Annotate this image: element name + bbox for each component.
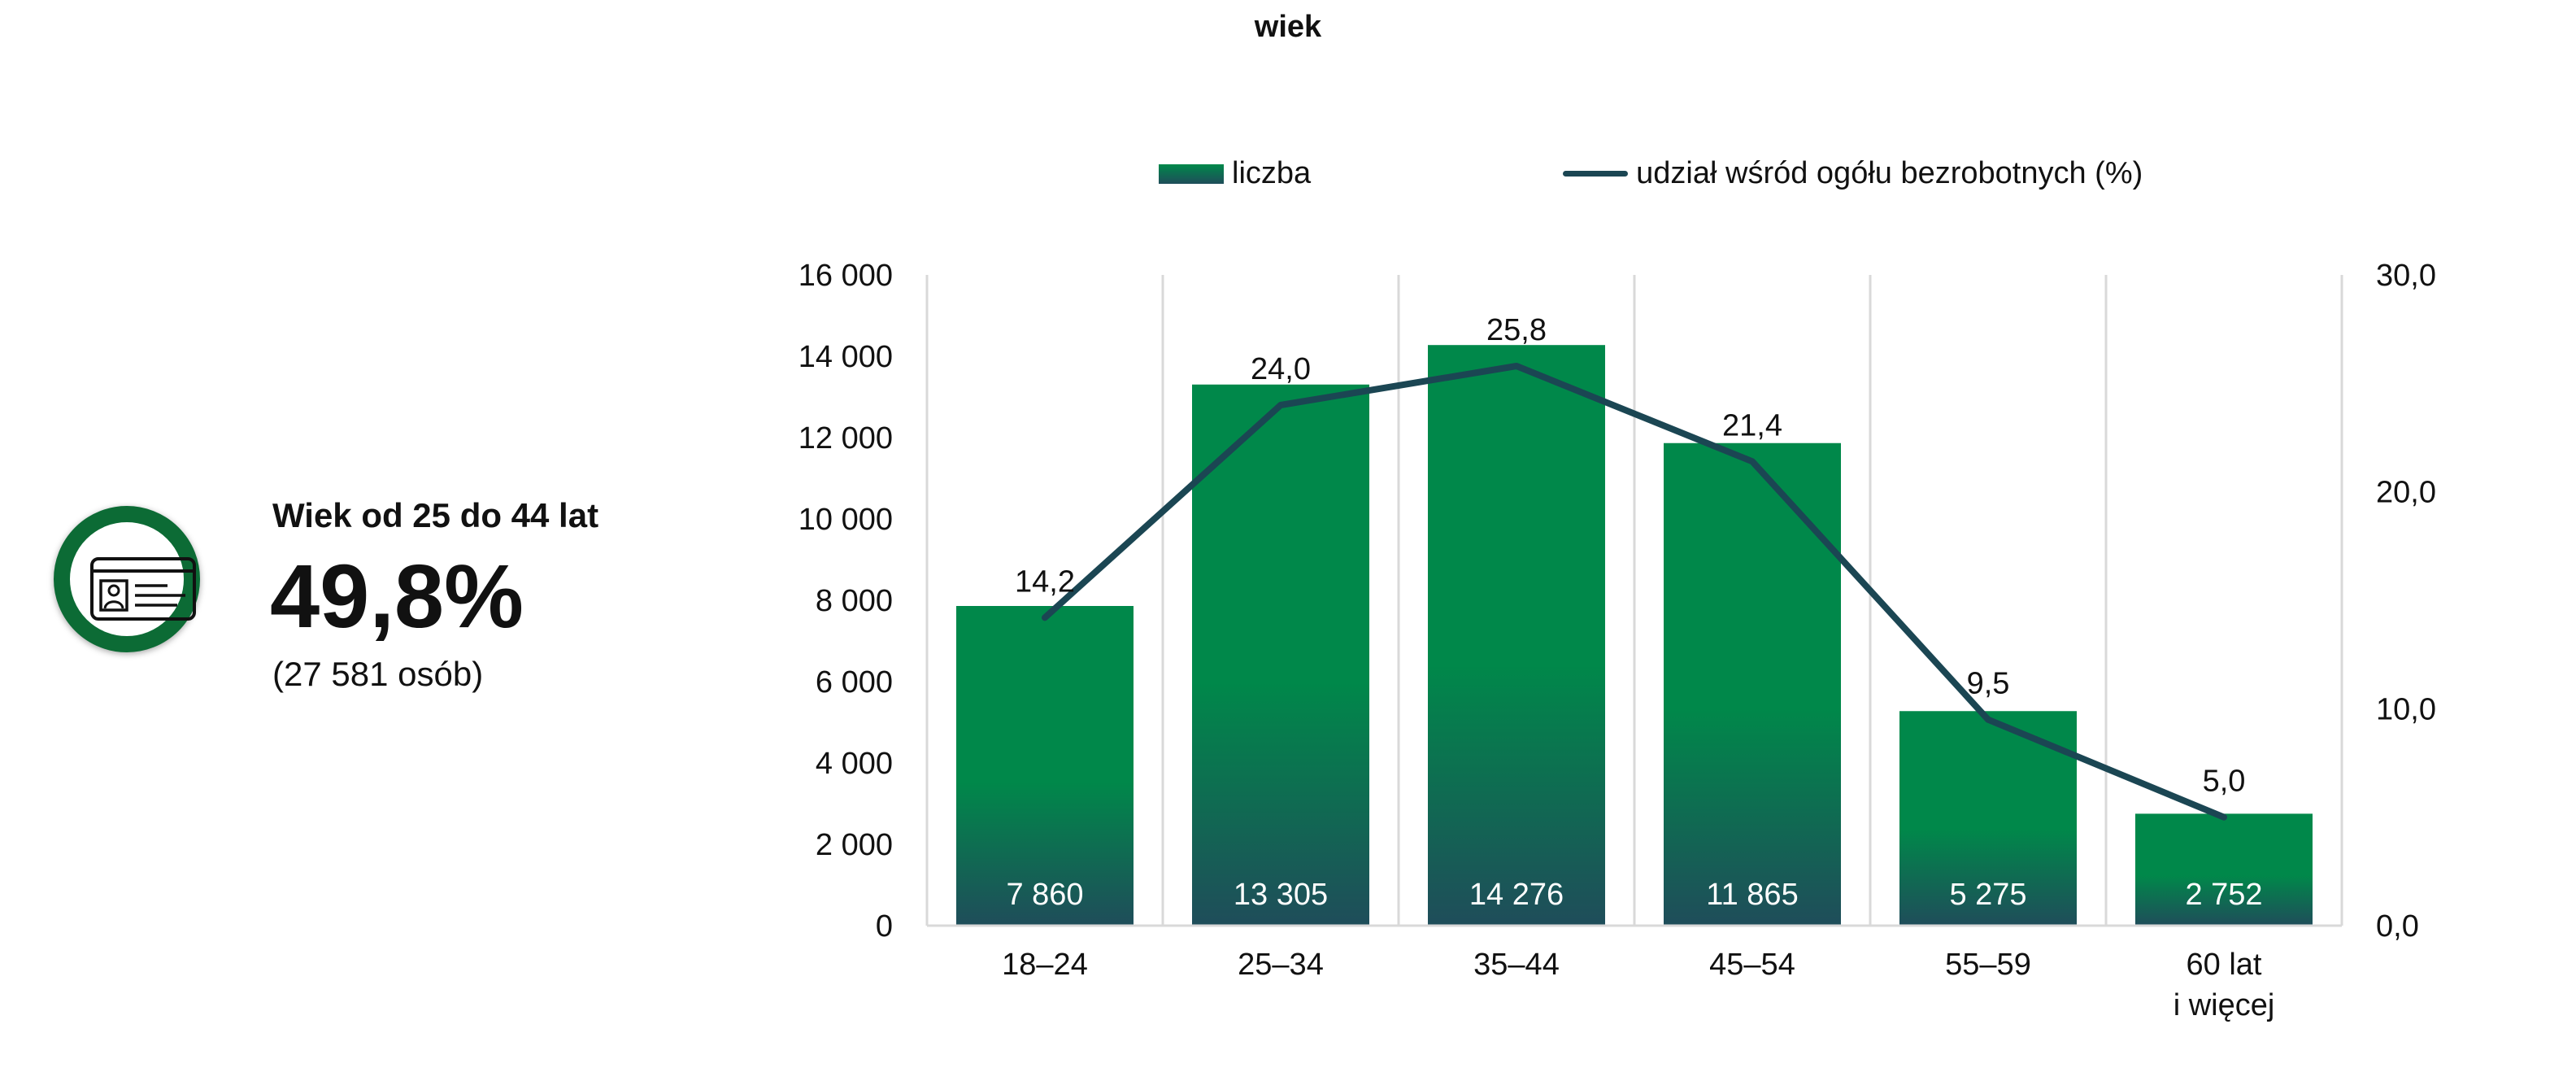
kpi-subtext: (27 581 osób) xyxy=(272,655,484,693)
legend: liczba udział wśród ogółu bezrobotnych (… xyxy=(1159,156,2143,191)
y-right-tick-label: 10,0 xyxy=(2376,692,2436,726)
line-value-label: 25,8 xyxy=(1486,313,1547,347)
x-tick-label: 60 lat xyxy=(2187,948,2262,982)
legend-item-line: udział wśród ogółu bezrobotnych (%) xyxy=(1563,156,2143,191)
bar-value-label: 14 276 xyxy=(1469,878,1564,912)
kpi-ring xyxy=(54,506,200,652)
legend-bar-label: liczba xyxy=(1232,156,1312,190)
bar xyxy=(1664,442,1841,926)
bar xyxy=(956,606,1134,926)
bar xyxy=(2135,813,2313,926)
bar-value-label: 11 865 xyxy=(1706,878,1798,912)
kpi-value: 49,8% xyxy=(270,547,524,647)
x-tick-label: i więcej xyxy=(2174,988,2275,1022)
bar-value-label: 2 752 xyxy=(2185,878,2262,912)
x-tick-label: 18–24 xyxy=(1002,948,1088,982)
kpi-heading: Wiek od 25 do 44 lat xyxy=(272,496,599,534)
legend-line-label: udział wśród ogółu bezrobotnych (%) xyxy=(1636,156,2143,190)
line-value-label: 21,4 xyxy=(1722,408,1782,442)
legend-bar-swatch xyxy=(1159,163,1224,184)
y-left-tick-label: 16 000 xyxy=(798,259,893,293)
line-value-label: 24,0 xyxy=(1251,352,1311,386)
y-left-tick-label: 6 000 xyxy=(816,665,893,700)
line-value-label: 14,2 xyxy=(1015,564,1075,599)
bar-value-label: 5 275 xyxy=(1949,878,2026,912)
bar-value-label: 13 305 xyxy=(1234,878,1328,912)
legend-line-swatch xyxy=(1563,171,1629,177)
y-left-tick-label: 2 000 xyxy=(816,828,893,862)
y-left-tick-label: 14 000 xyxy=(798,340,893,374)
y-left-tick-label: 0 xyxy=(876,909,893,944)
legend-item-bars: liczba xyxy=(1159,156,1311,191)
bar xyxy=(1192,384,1369,926)
y-left-tick-label: 10 000 xyxy=(798,503,893,537)
y-left-tick-label: 12 000 xyxy=(798,421,893,456)
y-right-tick-label: 0,0 xyxy=(2376,909,2419,944)
x-tick-label: 55–59 xyxy=(1945,948,2031,982)
chart-title: wiek xyxy=(1254,10,1322,44)
x-tick-label: 35–44 xyxy=(1473,948,1560,982)
bar-value-label: 7 860 xyxy=(1006,878,1083,912)
bar xyxy=(1428,345,1605,926)
y-right-tick-label: 20,0 xyxy=(2376,476,2436,510)
y-left-tick-label: 8 000 xyxy=(816,584,893,618)
x-tick-label: 45–54 xyxy=(1709,948,1795,982)
line-value-label: 9,5 xyxy=(1967,667,2010,701)
id-card-icon xyxy=(90,557,196,621)
series-line xyxy=(1042,363,2227,821)
y-left-tick-label: 4 000 xyxy=(816,747,893,781)
line-value-label: 5,0 xyxy=(2203,765,2246,799)
x-tick-label: 25–34 xyxy=(1238,948,1324,982)
y-right-tick-label: 30,0 xyxy=(2376,259,2436,293)
